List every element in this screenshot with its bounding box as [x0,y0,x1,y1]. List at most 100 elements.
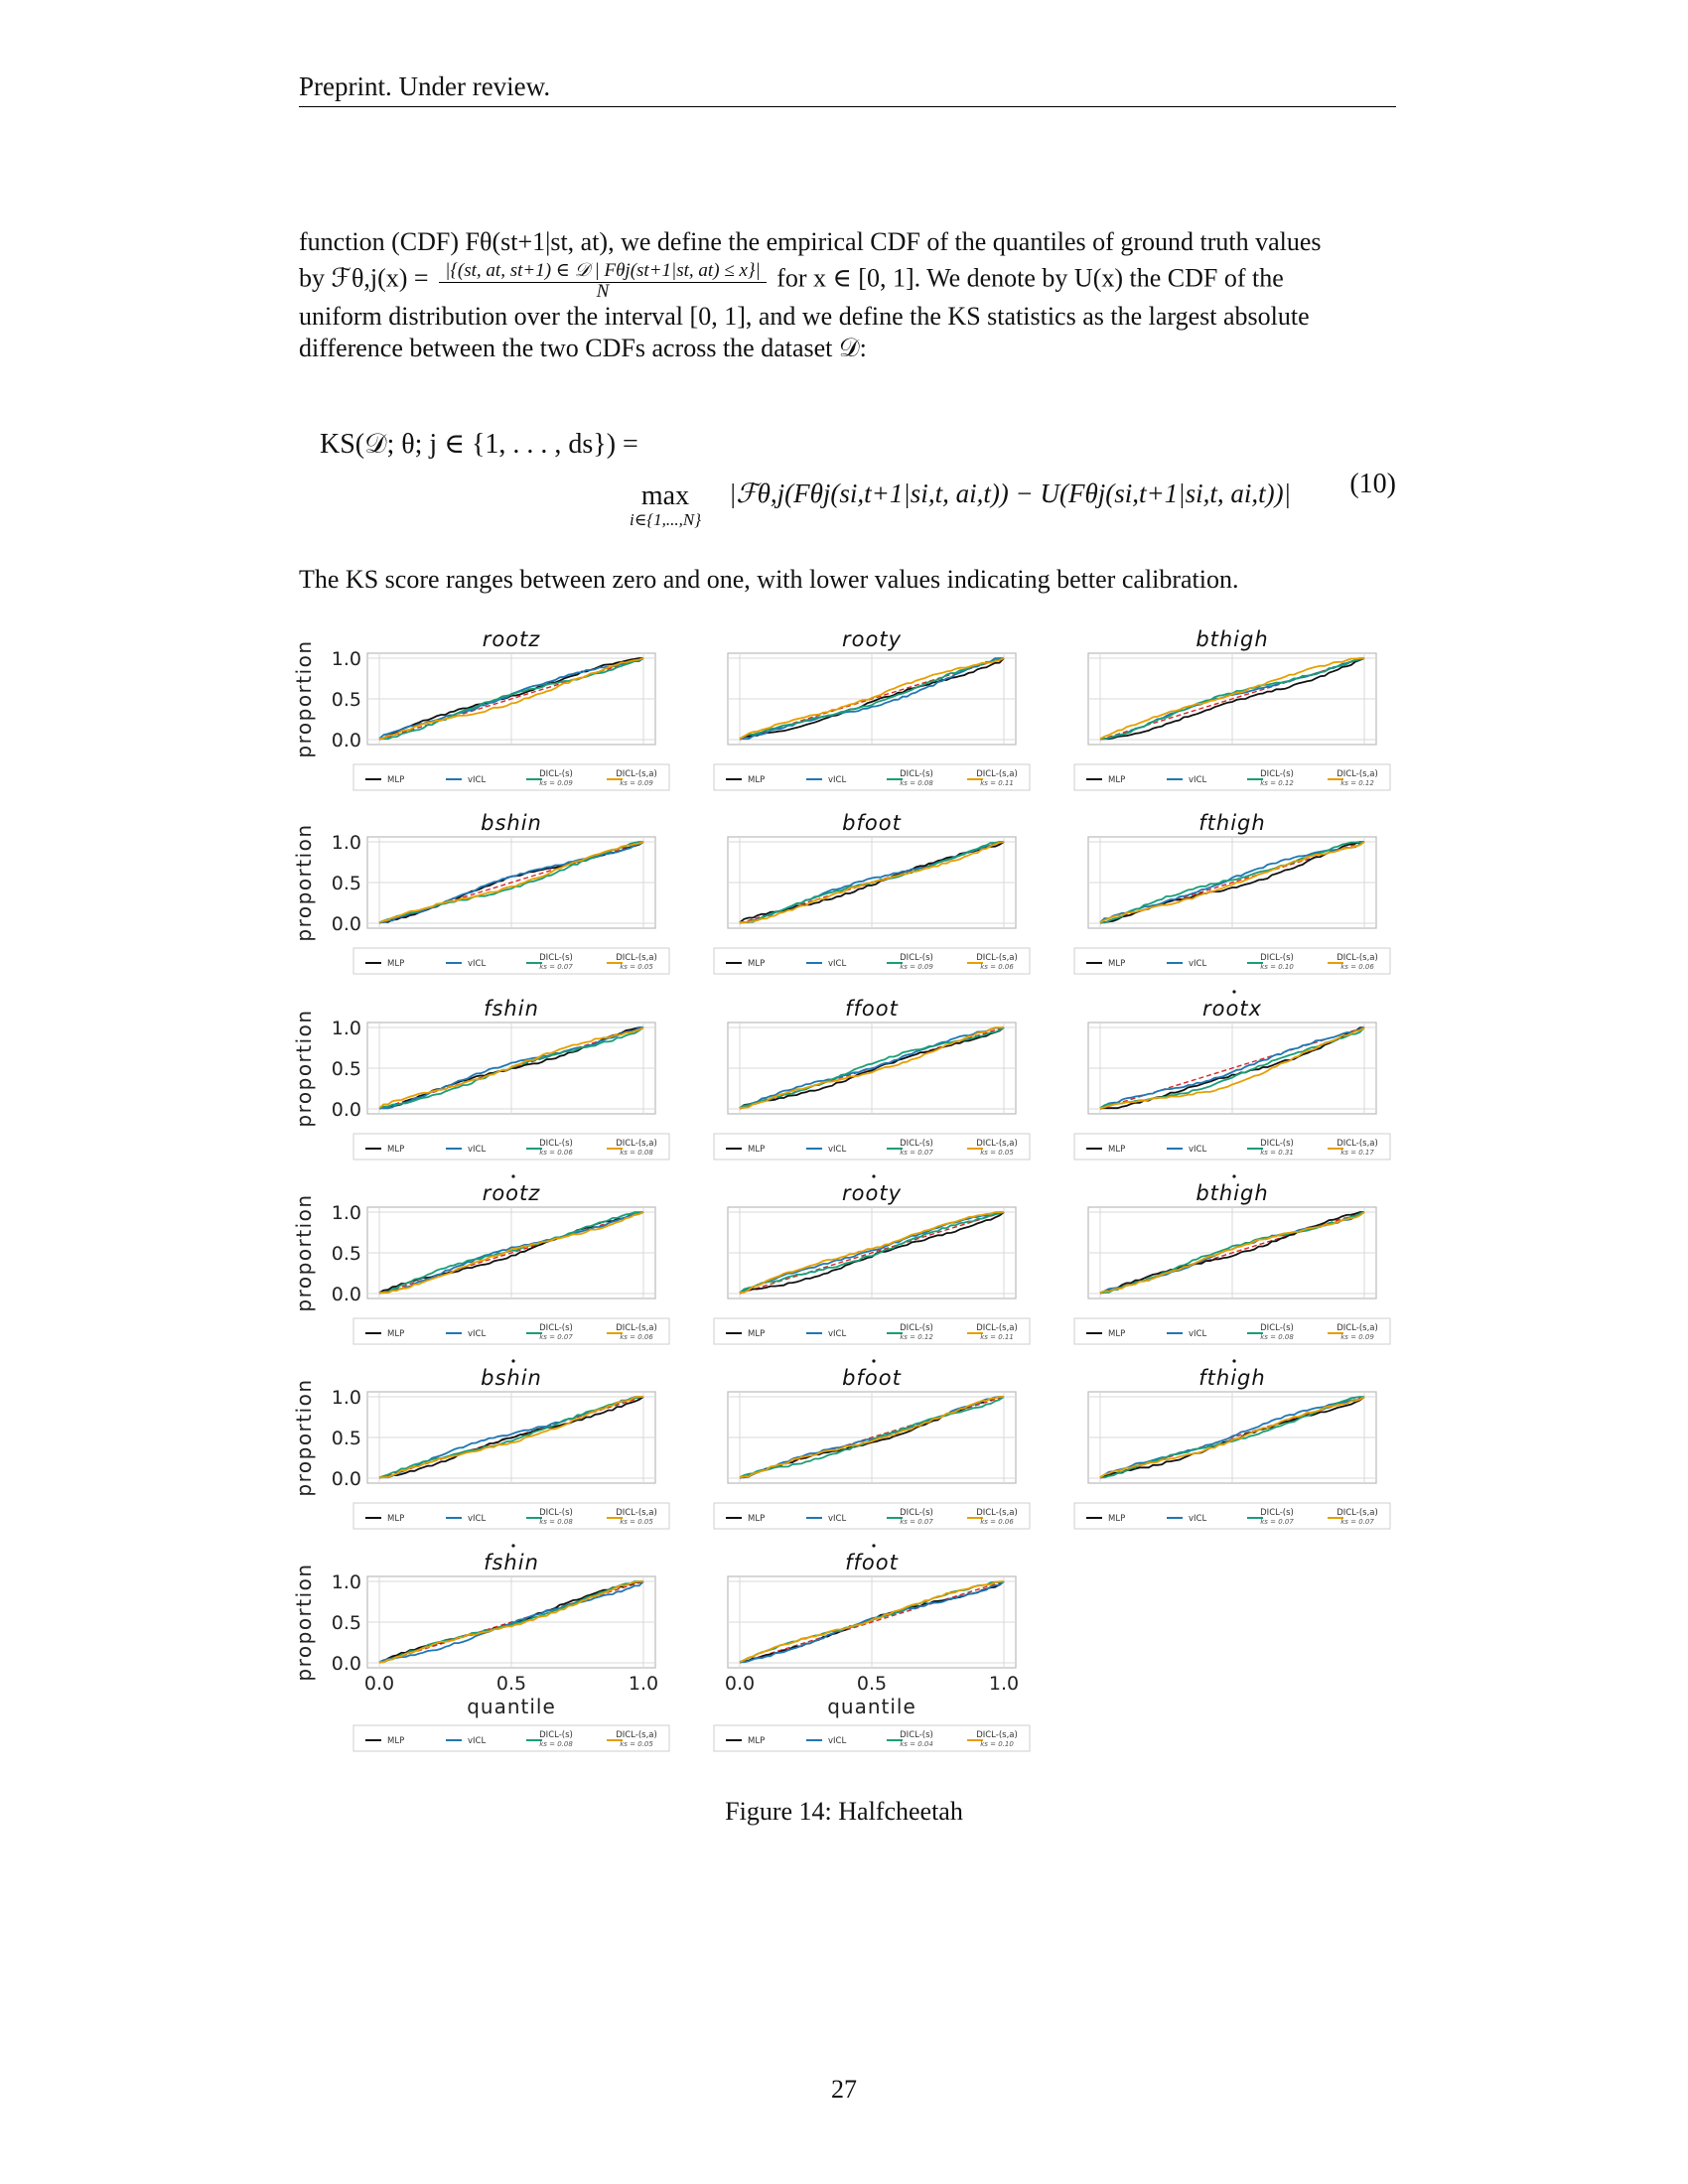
fraction-denominator: N [596,281,610,302]
title-dot-mark [1232,1359,1236,1363]
subplot-bfoot: bfoot MLP vICL DICL-(s)ks = 0.09 DICL-(s,a)k… [713,811,1031,975]
legend-label-dicl_s: DICL-(s) [539,1139,573,1149]
fraction-numerator: |{(st, at, st+1) ∈ 𝒟 | Fθj(st+1|st, at) … [439,260,767,283]
uniform-cdf-diagonal [378,1211,644,1295]
legend-box [713,1502,1031,1530]
legend-label-dicl_s: DICL-(s) [900,769,933,779]
y-tick-label: 0.5 [332,689,361,711]
legend-label-mlp: MLP [1108,959,1125,969]
subplot-title: bthigh [1196,1181,1268,1205]
legend-label-dicl_sa: DICL-(s,a) [616,769,657,779]
x-tick-label: 0.0 [364,1673,394,1695]
legend-ks-value: ks = 0.10 [980,1740,1014,1748]
y-axis-label: proportion [292,639,316,757]
cdf-curve-mlp [739,1026,1005,1109]
legend-label-dicl_sa: DICL-(s,a) [616,1139,657,1149]
legend-label-vicl: vICL [828,1145,846,1155]
y-tick-label: 0.0 [332,1653,361,1675]
fraction: |{(st, at, st+1) ∈ 𝒟 | Fθj(st+1|st, at) … [439,260,767,301]
subplot-ffoot: ffoot MLP vICL DICL-(s)ks = 0.07 DICL-(s,a)k… [713,997,1031,1160]
paragraph-line: function (CDF) Fθ(st+1|st, at), we defin… [299,227,1322,256]
legend-ks-value: ks = 0.07 [1340,1518,1374,1526]
legend-ks-value: ks = 0.06 [980,1518,1014,1526]
uniform-cdf-diagonal [1099,657,1365,741]
subplot-title: rootz [483,627,541,651]
legend-ks-value: ks = 0.11 [980,1333,1014,1341]
legend-label-vicl: vICL [828,1514,846,1524]
cdf-curve-vicl [1099,841,1365,923]
legend-label-dicl_sa: DICL-(s,a) [976,953,1018,963]
legend-box [352,1133,670,1160]
legend-ks-value: ks = 0.08 [1260,1333,1294,1341]
y-tick-label: 0.0 [332,1468,361,1490]
cdf-curve-dicl_sa [378,841,644,924]
legend-label-dicl_sa: DICL-(s,a) [976,1730,1018,1740]
y-tick-label: 1.0 [332,1571,361,1593]
legend-ks-value: ks = 0.10 [1260,963,1294,971]
cdf-curve-dicl_sa [378,657,644,741]
legend-label-vicl: vICL [828,775,846,785]
cdf-curve-dicl_sa [1099,1211,1365,1295]
legend-label-mlp: MLP [387,1736,404,1746]
subplot-fthigh: fthigh MLP vICL DICL-(s)ks = 0.10 DICL-(s,a)… [1073,811,1391,975]
cdf-curve-dicl_sa [378,1026,644,1109]
legend-box [713,1317,1031,1345]
legend-ks-value: ks = 0.07 [539,1333,573,1341]
cdf-curve-dicl_sa [739,1026,1004,1110]
legend-ks-value: ks = 0.04 [900,1740,933,1748]
legend-label-vicl: vICL [1189,1145,1206,1155]
legend-label-dicl_sa: DICL-(s,a) [616,953,657,963]
x-axis-label: quantile [827,1695,916,1718]
subplot-title: bshin [481,811,542,835]
uniform-cdf-diagonal [378,841,644,924]
legend-box [352,1502,670,1530]
legend-label-vicl: vICL [468,775,486,785]
legend-label-dicl_s: DICL-(s) [539,953,573,963]
legend-label-vicl: vICL [828,1736,846,1746]
equation-rhs: |ℱθ,j(Fθj(si,t+1|si,t, ai,t)) − U(Fθj(si… [729,478,1292,508]
legend-label-dicl_sa: DICL-(s,a) [1336,769,1378,779]
page-number: 27 [831,2075,857,2104]
figure-caption: Figure 14: Halfcheetah [725,1797,963,1826]
legend-box [352,1317,670,1345]
legend-label-mlp: MLP [748,775,765,785]
y-axis-label: proportion [292,1378,316,1496]
legend-label-dicl_s: DICL-(s) [900,1730,933,1740]
cdf-curve-vicl [740,657,1004,741]
y-axis-label: proportion [292,823,316,941]
y-tick-label: 0.5 [332,1612,361,1634]
x-tick-label: 1.0 [989,1673,1019,1695]
title-dot-mark [872,1544,876,1548]
subplot-title: rootz [483,1181,541,1205]
cdf-curve-dicl_sa [379,1580,643,1664]
subplot-rooty: rooty MLP vICL DICL-(s)ks = 0.12 DICL-(s,a)k… [713,1174,1031,1345]
title-dot-mark [1232,1174,1236,1178]
legend-ks-value: ks = 0.07 [539,963,573,971]
legend-box [1073,947,1391,975]
cdf-curve-mlp [739,1211,1005,1295]
cdf-curve-mlp [1099,1211,1364,1295]
x-axis-label: quantile [467,1695,556,1718]
x-tick-label: 0.0 [725,1673,755,1695]
paragraph-cdf-definition: function (CDF) Fθ(st+1|st, at), we defin… [299,226,1396,364]
subplot-rooty: rooty MLP vICL DICL-(s)ks = 0.08 DICL-(s,a)k… [713,627,1031,791]
cdf-curve-dicl_sa [379,1396,643,1479]
legend-label-vicl: vICL [468,959,486,969]
y-tick-label: 0.5 [332,1058,361,1080]
y-axis-label: proportion [292,1193,316,1311]
legend-label-dicl_s: DICL-(s) [900,1139,933,1149]
uniform-cdf-diagonal [1099,841,1365,924]
legend-label-mlp: MLP [387,775,404,785]
legend-ks-value: ks = 0.08 [900,779,933,787]
y-axis-label: proportion [292,1009,316,1127]
legend-label-vicl: vICL [468,1736,486,1746]
legend-label-dicl_sa: DICL-(s,a) [616,1323,657,1333]
legend-ks-value: ks = 0.12 [900,1333,933,1341]
cdf-curve-dicl_sa [1099,1396,1365,1478]
legend-ks-value: ks = 0.06 [1340,963,1374,971]
legend-ks-value: ks = 0.08 [620,1149,653,1157]
legend-label-mlp: MLP [387,959,404,969]
legend-label-dicl_s: DICL-(s) [539,1323,573,1333]
